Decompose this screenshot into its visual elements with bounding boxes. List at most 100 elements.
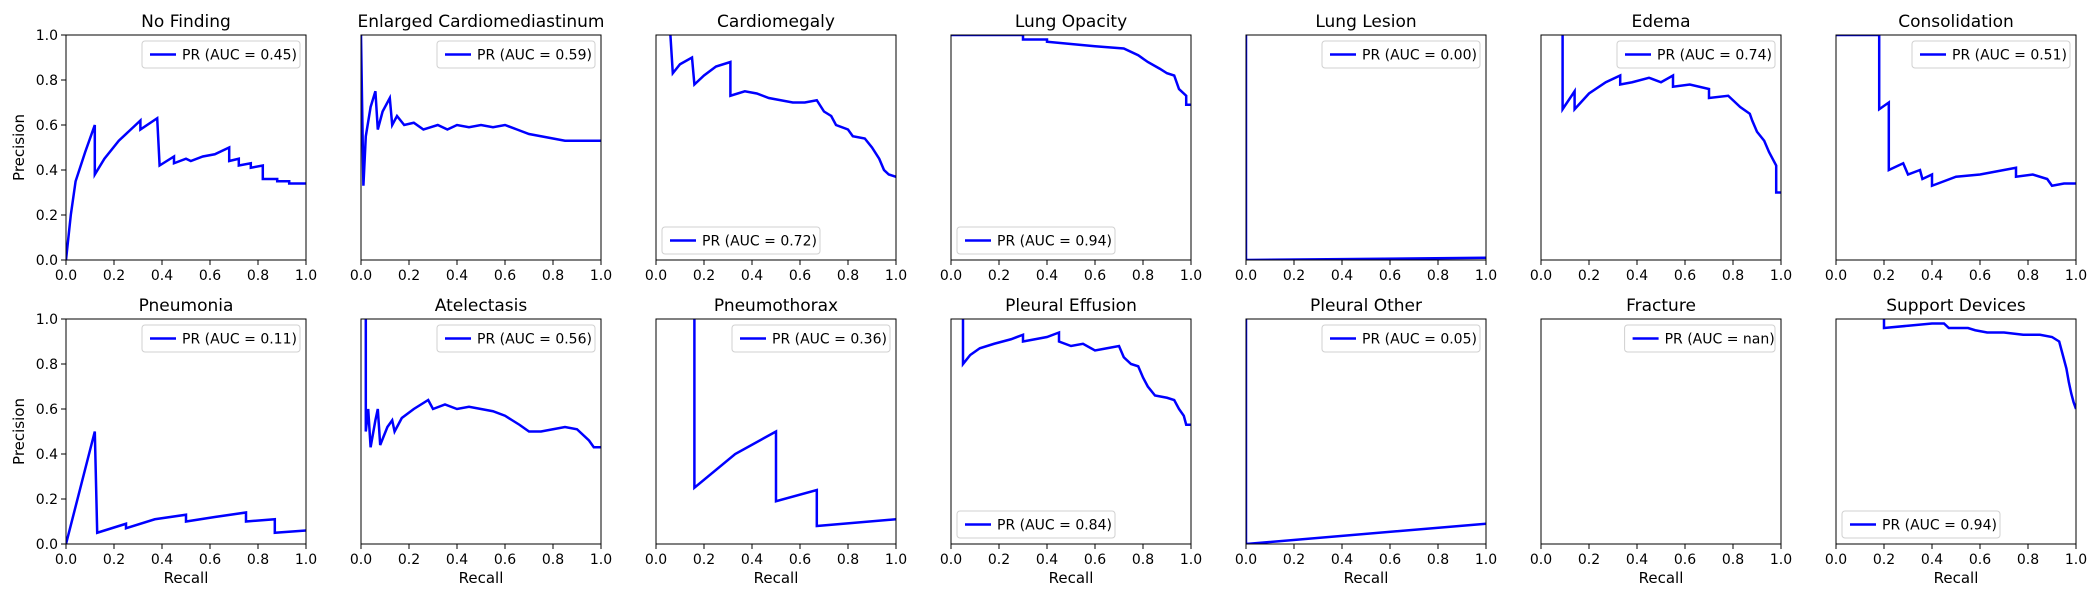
x-tick-label: 0.2 bbox=[693, 552, 715, 568]
x-tick-label: 0.0 bbox=[1825, 552, 1847, 568]
x-tick-label: 1.0 bbox=[1180, 268, 1202, 284]
x-tick-label: 0.8 bbox=[837, 268, 859, 284]
x-tick-label: 0.4 bbox=[1036, 268, 1058, 284]
panel-title: Atelectasis bbox=[435, 296, 528, 316]
plot-frame bbox=[950, 318, 1192, 545]
x-tick-label: 0.4 bbox=[1921, 268, 1943, 284]
plot-frame bbox=[655, 318, 897, 545]
x-tick-label: 0.4 bbox=[1036, 552, 1058, 568]
panel-title: Support Devices bbox=[1886, 296, 2026, 316]
panel-title: Enlarged Cardiomediastinum bbox=[358, 12, 605, 32]
pr-curve-line bbox=[66, 431, 306, 544]
x-tick-label: 1.0 bbox=[590, 552, 612, 568]
y-tick-label: 0.8 bbox=[36, 73, 58, 89]
x-tick-label: 0.6 bbox=[1674, 268, 1696, 284]
x-tick-label: 0.2 bbox=[1283, 552, 1305, 568]
legend: PR (AUC = 0.51) bbox=[1911, 40, 2071, 69]
panel-title: Lung Opacity bbox=[1015, 12, 1127, 32]
panel-title: Edema bbox=[1632, 12, 1691, 32]
plot-frame bbox=[655, 34, 897, 261]
x-tick-label: 0.6 bbox=[494, 268, 516, 284]
x-tick-label: 0.4 bbox=[1626, 268, 1648, 284]
legend: PR (AUC = 0.84) bbox=[956, 510, 1116, 539]
x-tick-label: 0.6 bbox=[1084, 552, 1106, 568]
x-tick-label: 1.0 bbox=[1180, 552, 1202, 568]
y-axis-label: Precision bbox=[10, 398, 28, 465]
x-tick-label: 1.0 bbox=[1770, 268, 1792, 284]
x-axis-label: Recall bbox=[1639, 569, 1684, 587]
x-tick-label: 0.2 bbox=[1283, 268, 1305, 284]
pr-curve-line bbox=[66, 115, 306, 260]
panel: Enlarged Cardiomediastinum 0.0 0.2 0.4 0.6 0.… bbox=[350, 12, 612, 284]
x-tick-label: 0.0 bbox=[350, 552, 372, 568]
legend-label: PR (AUC = 0.94) bbox=[997, 234, 1112, 250]
x-tick-label: 0.6 bbox=[789, 552, 811, 568]
legend-box bbox=[141, 40, 301, 69]
legend-box bbox=[1321, 40, 1481, 69]
panel-title: Pneumonia bbox=[139, 296, 234, 316]
x-tick-label: 0.0 bbox=[940, 268, 962, 284]
x-tick-label: 0.0 bbox=[1530, 552, 1552, 568]
panel: Lung Lesion 0.0 0.2 0.4 0.6 0.8 1.0 PR (AUC = 0… bbox=[1235, 12, 1497, 284]
legend: PR (AUC = 0.11) bbox=[141, 324, 301, 353]
x-tick-label: 1.0 bbox=[2065, 552, 2087, 568]
x-tick-label: 0.8 bbox=[1132, 552, 1154, 568]
plot-frame bbox=[1835, 318, 2077, 545]
x-tick-label: 0.6 bbox=[1674, 552, 1696, 568]
legend-box bbox=[436, 324, 596, 353]
x-tick-label: 0.0 bbox=[1825, 268, 1847, 284]
legend: PR (AUC = 0.56) bbox=[436, 324, 596, 353]
panel: Fracture 0.0 0.2 0.4 0.6 0.8 1.0 Recall PR (AUC … bbox=[1530, 296, 1792, 587]
x-tick-label: 1.0 bbox=[885, 552, 907, 568]
panel: Cardiomegaly 0.0 0.2 0.4 0.6 0.8 1.0 PR (AUC = … bbox=[645, 12, 907, 284]
panel-title: Cardiomegaly bbox=[717, 12, 835, 32]
panel: No Finding 0.0 0.2 0.4 0.6 0.8 1.0 0.0 0.2 0.4 0.6… bbox=[10, 12, 317, 284]
legend-label: PR (AUC = nan) bbox=[1665, 332, 1775, 348]
x-tick-label: 1.0 bbox=[590, 268, 612, 284]
legend-label: PR (AUC = 0.45) bbox=[182, 48, 297, 64]
pr-curve-line bbox=[1246, 319, 1486, 544]
x-tick-label: 0.0 bbox=[350, 268, 372, 284]
pr-curve-line bbox=[669, 35, 896, 178]
pr-curve-line bbox=[364, 319, 601, 449]
x-tick-label: 0.2 bbox=[988, 268, 1010, 284]
panel-title: Pleural Other bbox=[1310, 296, 1422, 316]
x-tick-label: 0.2 bbox=[1578, 552, 1600, 568]
x-axis-label: Recall bbox=[1049, 569, 1094, 587]
panel: Pleural Effusion 0.0 0.2 0.4 0.6 0.8 1.0 Recall… bbox=[940, 296, 1202, 587]
x-tick-label: 0.8 bbox=[2017, 268, 2039, 284]
legend: PR (AUC = 0.94) bbox=[1841, 510, 2001, 539]
x-tick-label: 0.8 bbox=[2017, 552, 2039, 568]
legend-label: PR (AUC = 0.36) bbox=[772, 332, 887, 348]
x-tick-label: 0.0 bbox=[55, 268, 77, 284]
y-tick-label: 0.6 bbox=[36, 402, 58, 418]
pr-curve-line bbox=[1882, 319, 2076, 410]
legend-label: PR (AUC = 0.72) bbox=[702, 234, 817, 250]
x-tick-label: 0.6 bbox=[789, 268, 811, 284]
x-axis-label: Recall bbox=[164, 569, 209, 587]
x-tick-label: 0.4 bbox=[151, 268, 173, 284]
x-tick-label: 0.8 bbox=[837, 552, 859, 568]
legend: PR (AUC = 0.36) bbox=[731, 324, 891, 353]
panel-title: No Finding bbox=[141, 12, 231, 32]
x-tick-label: 0.4 bbox=[151, 552, 173, 568]
plot-frame bbox=[65, 34, 307, 261]
y-tick-label: 0.0 bbox=[36, 537, 58, 553]
pr-curve-line bbox=[1836, 35, 2076, 188]
x-tick-label: 0.6 bbox=[1379, 268, 1401, 284]
x-tick-label: 1.0 bbox=[1770, 552, 1792, 568]
y-tick-label: 0.6 bbox=[36, 118, 58, 134]
x-tick-label: 1.0 bbox=[2065, 268, 2087, 284]
x-tick-label: 0.8 bbox=[1722, 552, 1744, 568]
x-tick-label: 0.4 bbox=[741, 268, 763, 284]
x-axis-label: Recall bbox=[754, 569, 799, 587]
x-tick-label: 0.2 bbox=[398, 552, 420, 568]
x-tick-label: 0.2 bbox=[1578, 268, 1600, 284]
x-tick-label: 0.4 bbox=[1921, 552, 1943, 568]
x-tick-label: 0.0 bbox=[940, 552, 962, 568]
x-tick-label: 1.0 bbox=[295, 268, 317, 284]
x-tick-label: 0.8 bbox=[1132, 268, 1154, 284]
legend-box bbox=[1911, 40, 2071, 69]
plot-frame bbox=[1245, 34, 1487, 261]
x-tick-label: 0.4 bbox=[1331, 268, 1353, 284]
